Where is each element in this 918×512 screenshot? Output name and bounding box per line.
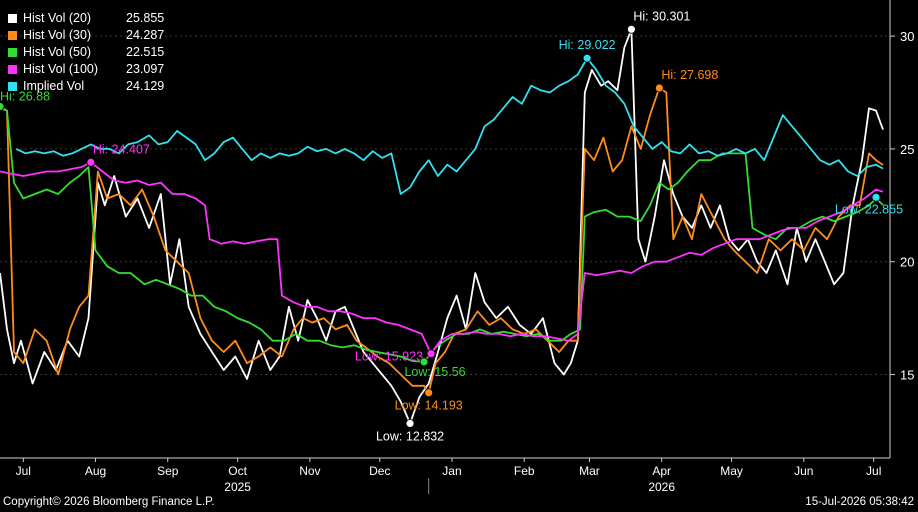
- series-line-1: [0, 28, 884, 425]
- extreme-marker: [419, 357, 429, 367]
- y-tick-label: 20: [900, 255, 914, 270]
- x-tick-label: Oct: [228, 464, 247, 478]
- legend-item-hist-vol-50[interactable]: Hist Vol (50) 22.515: [7, 44, 164, 61]
- x-tick-label: Jun: [794, 464, 813, 478]
- legend-label: Implied Vol: [23, 79, 85, 93]
- extreme-label: Hi: 30.301: [633, 9, 690, 23]
- series-line-5: [15, 57, 884, 195]
- timestamp: 15-Jul-2026 05:38:42: [805, 496, 914, 508]
- extreme-marker: [0, 102, 5, 111]
- series-line-3: [0, 105, 884, 363]
- extreme-label: Low: 15.56: [404, 365, 465, 379]
- series-line-4: [0, 161, 884, 355]
- legend-value: 24.287: [126, 28, 165, 42]
- legend-value: 25.855: [126, 11, 165, 25]
- legend-value: 22.515: [126, 45, 165, 59]
- legend-item-hist-vol-30[interactable]: Hist Vol (30) 24.287: [7, 27, 164, 44]
- legend-label: Hist Vol (30): [23, 28, 92, 42]
- extreme-label: Low: 14.193: [395, 399, 463, 413]
- footer: Copyright© 2026 Bloomberg Finance L.P. 1…: [0, 494, 918, 512]
- y-tick-label: 25: [900, 142, 914, 157]
- x-tick-label: Mar: [579, 464, 600, 478]
- legend-value: 24.129: [126, 79, 165, 93]
- extreme-marker: [871, 192, 881, 202]
- x-tick-label: Aug: [85, 464, 106, 478]
- extreme-label: Hi: 29.022: [559, 38, 616, 52]
- extreme-label: Hi: 24.407: [93, 142, 150, 156]
- extreme-label: Low: 12.832: [376, 429, 444, 443]
- extreme-marker: [86, 157, 96, 167]
- x-tick-label: Jul: [866, 464, 881, 478]
- y-tick-label: 15: [900, 368, 914, 383]
- extreme-marker: [582, 53, 592, 63]
- legend-value: 23.097: [126, 62, 165, 76]
- legend-swatch: [7, 64, 18, 75]
- legend-swatch: [7, 30, 18, 41]
- legend-swatch: [7, 81, 18, 92]
- extreme-marker: [426, 349, 436, 359]
- extreme-label: Hi: 27.698: [661, 68, 718, 82]
- series-line-2: [0, 87, 884, 394]
- legend-swatch: [7, 47, 18, 58]
- y-tick-label: 30: [900, 29, 914, 44]
- extreme-marker: [424, 388, 434, 398]
- legend-label: Hist Vol (50): [23, 45, 92, 59]
- legend-label: Hist Vol (20): [23, 11, 92, 25]
- x-tick-label: Sep: [157, 464, 179, 478]
- extreme-marker: [405, 419, 415, 428]
- extreme-label: Low: 15.923: [355, 350, 423, 364]
- x-tick-label: Jan: [442, 464, 461, 478]
- x-tick-label: Jul: [16, 464, 31, 478]
- extreme-marker: [654, 83, 664, 93]
- legend: Hist Vol (20) 25.855 Hist Vol (30) 24.28…: [7, 10, 164, 95]
- x-tick-label: Nov: [299, 464, 320, 478]
- year-label: 2025: [224, 480, 251, 494]
- x-tick-label: Apr: [652, 464, 671, 478]
- legend-item-implied-vol[interactable]: Implied Vol 24.129: [7, 78, 164, 95]
- legend-swatch: [7, 13, 18, 24]
- x-tick-label: Feb: [514, 464, 535, 478]
- x-tick-label: Dec: [369, 464, 390, 478]
- year-label: 2026: [648, 480, 675, 494]
- legend-item-hist-vol-100[interactable]: Hist Vol (100) 23.097: [7, 61, 164, 78]
- legend-label: Hist Vol (100): [23, 62, 99, 76]
- x-tick-label: May: [720, 464, 743, 478]
- extreme-marker: [626, 24, 636, 34]
- copyright-text: Copyright© 2026 Bloomberg Finance L.P.: [3, 496, 215, 508]
- legend-item-hist-vol-20[interactable]: Hist Vol (20) 25.855: [7, 10, 164, 27]
- extreme-label: Low: 22.855: [835, 202, 903, 216]
- extreme-label: Hi: 26.88: [0, 89, 50, 103]
